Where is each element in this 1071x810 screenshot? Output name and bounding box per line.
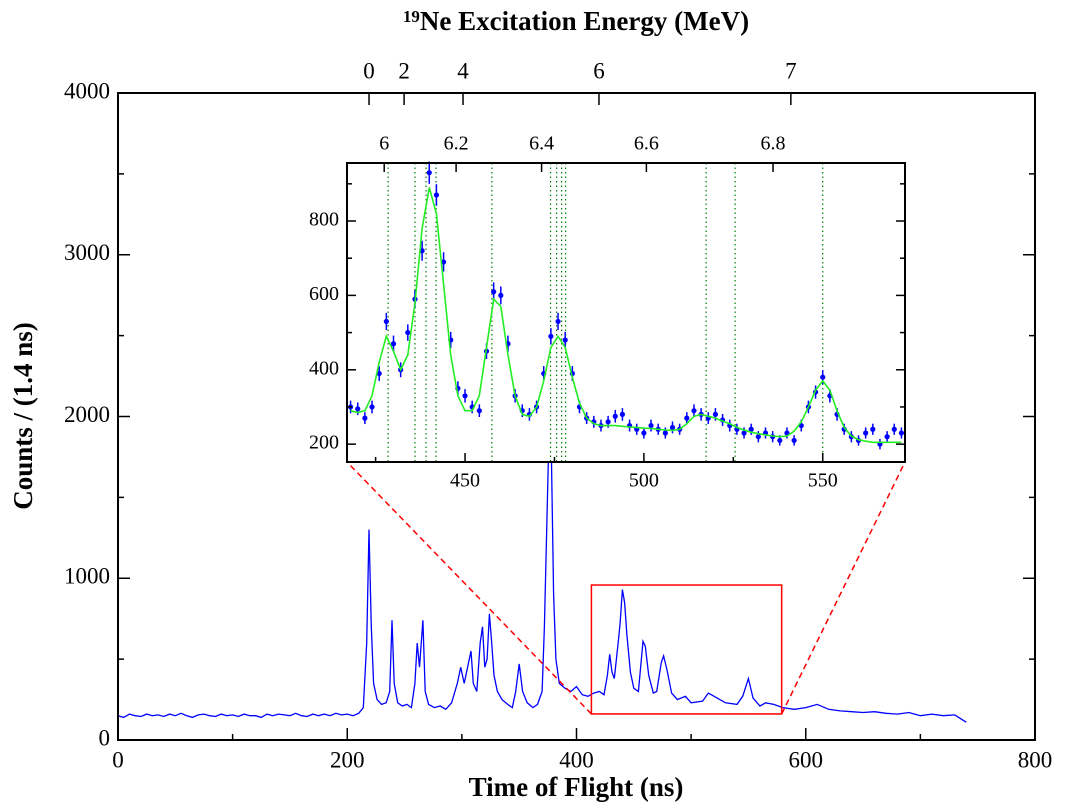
data-point [870, 426, 876, 432]
top-axis-title: 19Ne Excitation Energy (MeV) [403, 6, 749, 36]
data-point [462, 393, 468, 399]
data-point [691, 408, 697, 414]
top-tick-label: 6.6 [634, 133, 659, 155]
data-point [548, 333, 554, 339]
top-axis-title-text: Ne Excitation Energy (MeV) [420, 6, 749, 36]
fit-line [350, 187, 902, 444]
x-tick-label: 0 [112, 747, 124, 772]
data-point [476, 408, 482, 414]
y-tick-label: 0 [99, 725, 111, 750]
x-tick-label: 800 [1018, 747, 1053, 772]
data-point [884, 434, 890, 440]
data-line [117, 432, 967, 723]
data-point [820, 374, 826, 380]
x-tick-label: 600 [789, 747, 824, 772]
top-tick-label: 2 [398, 58, 410, 83]
data-point [755, 434, 761, 440]
data-point [791, 437, 797, 444]
x-axis-title: Time of Flight (ns) [469, 772, 684, 802]
top-tick-label: 6 [593, 58, 605, 83]
data-point [383, 318, 389, 325]
data-point [369, 404, 375, 410]
data-point [426, 170, 432, 176]
y-tick-label: 4000 [64, 78, 110, 103]
y-tick-label: 3000 [64, 240, 110, 265]
data-point [362, 415, 368, 421]
x-tick-label: 200 [330, 747, 365, 772]
data-point [891, 426, 897, 432]
top-tick-label: 6.4 [529, 133, 554, 155]
top-tick-label: 6.8 [761, 133, 786, 155]
x-tick-label: 400 [559, 747, 594, 772]
plot-frame [117, 92, 1036, 741]
data-point [605, 419, 611, 425]
top-tick-label: 4 [457, 58, 469, 83]
data-point [612, 413, 618, 419]
y-tick-label: 400 [309, 357, 339, 379]
data-point [390, 341, 397, 347]
zoom-connector [346, 461, 592, 715]
data-point [555, 318, 561, 325]
data-point [684, 415, 690, 421]
y-tick-label: 1000 [64, 564, 110, 589]
zoom-box [590, 584, 783, 715]
data-point [405, 329, 411, 336]
x-tick-label: 500 [629, 470, 659, 492]
data-point [748, 426, 754, 432]
top-tick-label: 7 [785, 58, 797, 83]
y-axis-title: Counts / (1.4 ns) [8, 322, 38, 510]
data-point [898, 430, 905, 436]
data-point [619, 411, 626, 417]
x-tick-label: 550 [808, 470, 838, 492]
data-point [562, 337, 568, 343]
inset-background [347, 163, 905, 462]
zoom-connector [781, 461, 906, 715]
data-point [355, 406, 361, 412]
plot-frame [346, 162, 906, 463]
data-point [669, 424, 676, 431]
y-tick-label: 200 [309, 432, 339, 454]
y-tick-label: 2000 [64, 402, 110, 427]
data-point [433, 192, 440, 198]
top-tick-label: 0 [363, 58, 375, 83]
data-point [498, 292, 504, 298]
data-point [863, 430, 869, 436]
y-tick-label: 800 [309, 209, 339, 231]
top-tick-label: 6 [379, 133, 389, 155]
data-point [491, 289, 497, 295]
data-point [662, 430, 668, 436]
data-point [648, 422, 654, 429]
y-tick-label: 600 [309, 283, 339, 305]
data-point [712, 411, 719, 417]
data-point [440, 259, 447, 265]
top-tick-label: 6.2 [444, 133, 469, 155]
data-point [741, 430, 747, 436]
x-tick-label: 450 [450, 470, 480, 492]
data-point [777, 437, 783, 444]
superscript: 19 [403, 7, 420, 26]
data-point [641, 430, 647, 436]
